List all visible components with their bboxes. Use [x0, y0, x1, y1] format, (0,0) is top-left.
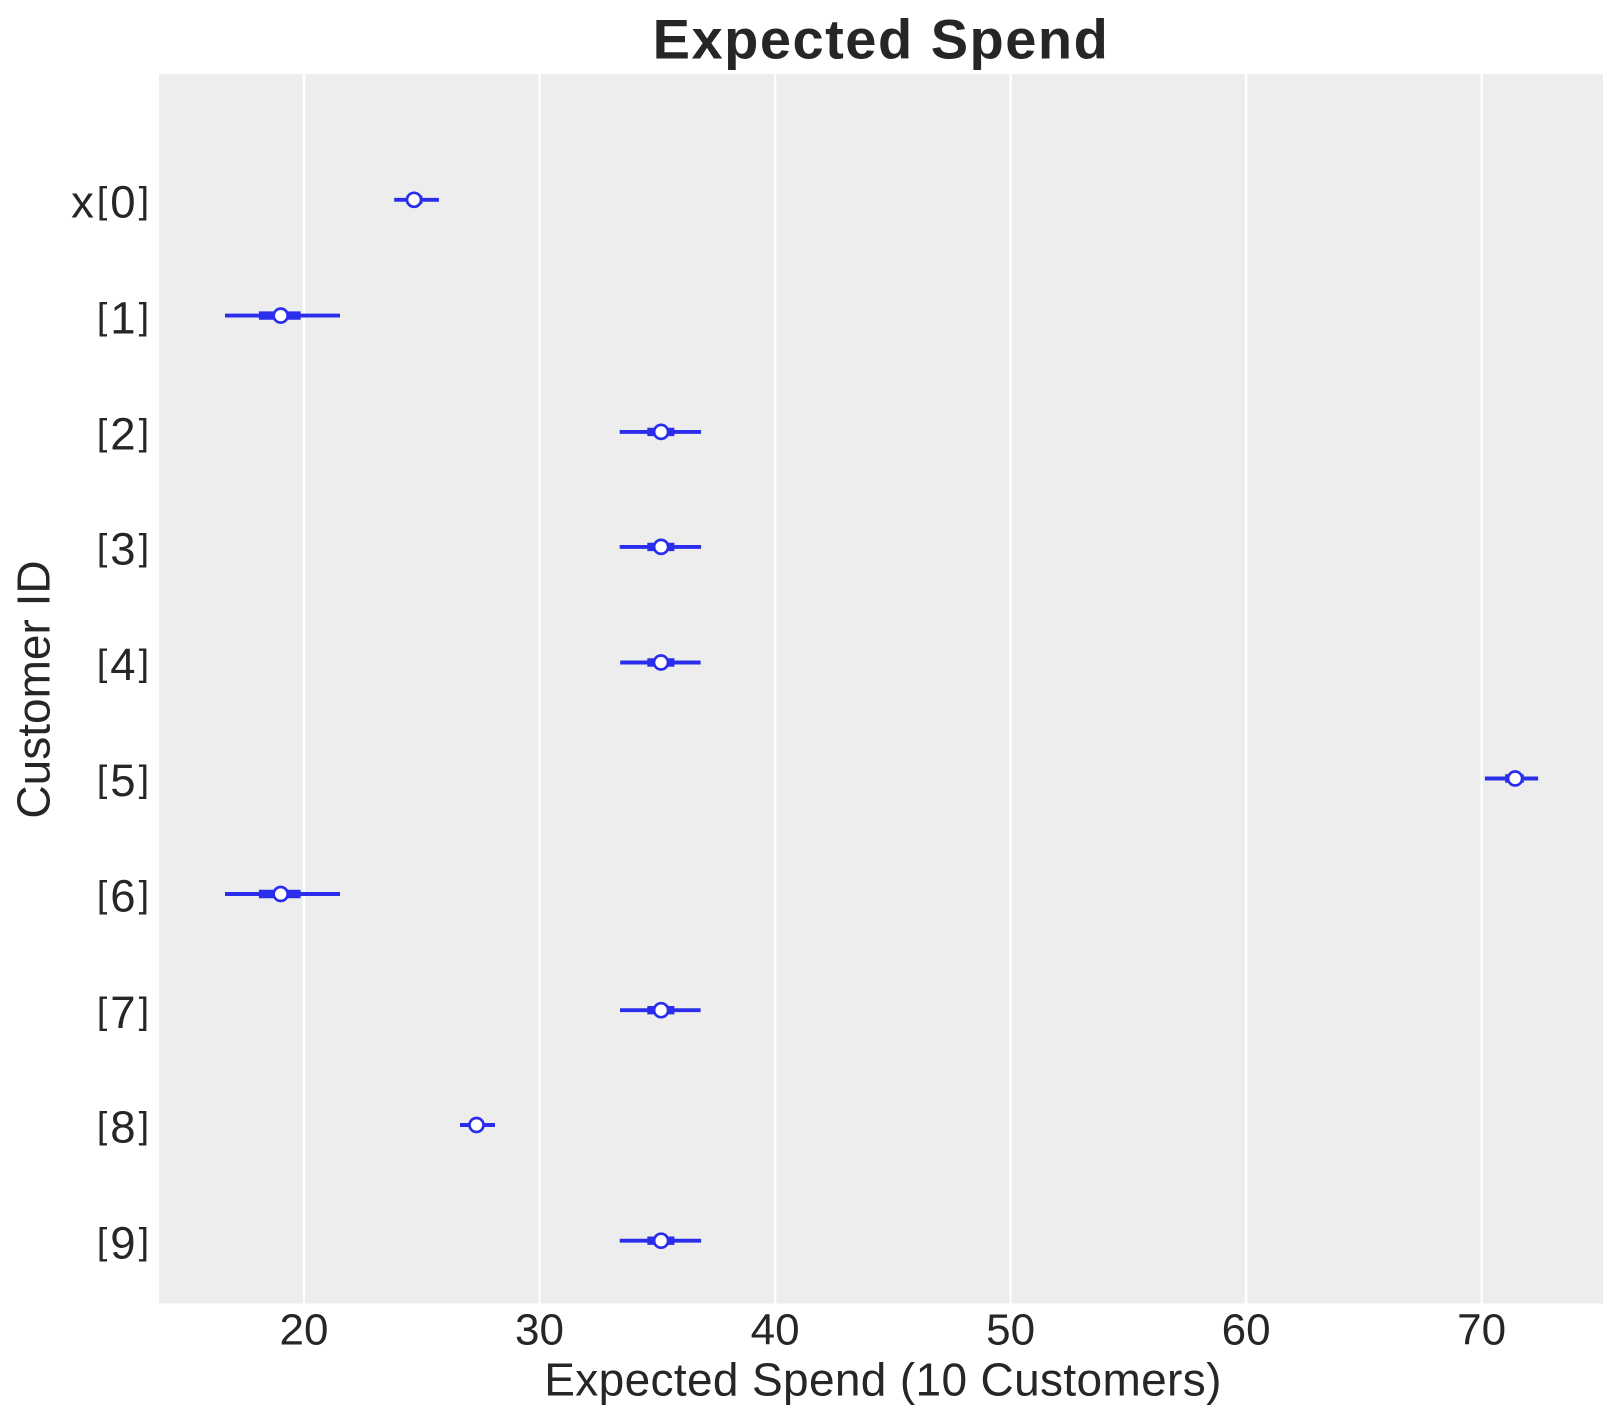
svg-text:40: 40	[751, 1306, 800, 1355]
svg-text:[5]: [5]	[97, 755, 152, 806]
svg-text:[3]: [3]	[97, 524, 152, 575]
svg-text:Expected Spend (10 Customers): Expected Spend (10 Customers)	[544, 1353, 1222, 1405]
svg-text:[1]: [1]	[97, 292, 152, 343]
svg-text:50: 50	[986, 1306, 1035, 1355]
svg-text:[4]: [4]	[97, 639, 152, 690]
svg-text:70: 70	[1457, 1306, 1506, 1355]
svg-text:20: 20	[280, 1306, 329, 1355]
svg-text:60: 60	[1222, 1306, 1271, 1355]
svg-text:[2]: [2]	[97, 409, 152, 460]
svg-text:[8]: [8]	[97, 1102, 152, 1153]
svg-text:30: 30	[515, 1306, 564, 1355]
svg-text:x[0]: x[0]	[71, 177, 152, 228]
svg-text:[6]: [6]	[97, 871, 152, 922]
svg-text:[9]: [9]	[97, 1217, 152, 1268]
svg-text:Customer ID: Customer ID	[8, 560, 60, 818]
svg-text:[7]: [7]	[97, 987, 152, 1038]
svg-text:Expected Spend: Expected Spend	[653, 8, 1110, 71]
